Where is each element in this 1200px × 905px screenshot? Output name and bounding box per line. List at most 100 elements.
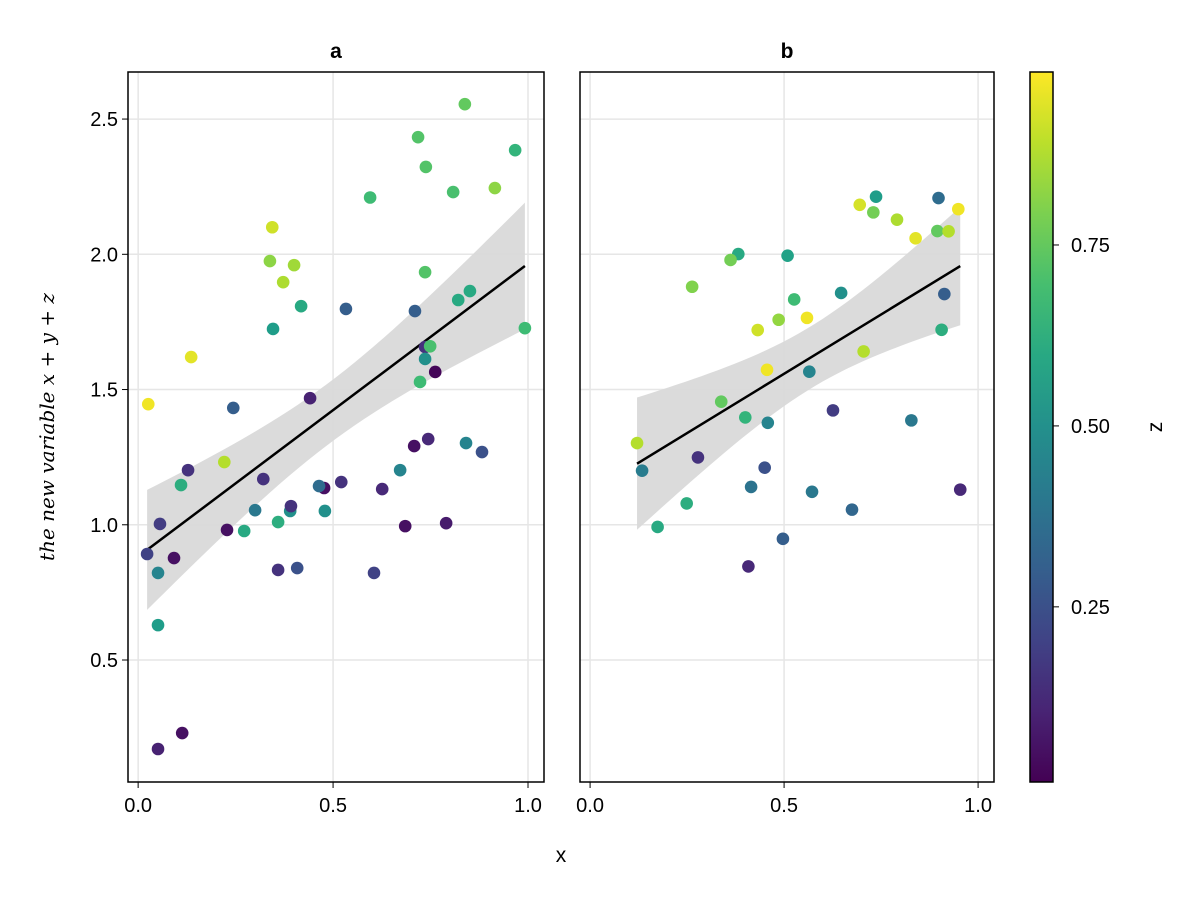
data-point — [805, 485, 819, 499]
y-tick-label: 2.0 — [90, 244, 118, 266]
data-point — [630, 436, 644, 450]
data-point — [845, 503, 859, 516]
data-point — [938, 287, 951, 301]
x-tick-label: 1.0 — [514, 795, 542, 817]
data-point — [953, 483, 967, 496]
data-point — [248, 503, 262, 517]
y-tick-label: 0.5 — [90, 650, 118, 672]
data-point — [905, 414, 918, 427]
data-point — [419, 160, 433, 174]
data-point — [408, 304, 422, 318]
data-point — [458, 97, 472, 111]
data-point — [423, 339, 437, 353]
data-point — [758, 461, 771, 475]
y-tick-label: 1.5 — [90, 380, 118, 402]
data-point — [935, 323, 948, 337]
regression-line — [146, 264, 526, 551]
data-point — [167, 551, 181, 565]
data-point — [265, 220, 279, 234]
axes-frame — [127, 71, 545, 783]
data-point — [407, 439, 421, 453]
data-point — [284, 499, 298, 513]
data-point — [294, 299, 308, 313]
data-point — [635, 464, 649, 477]
colorbar-tick-label: 0.75 — [1071, 235, 1110, 257]
data-point — [266, 322, 280, 336]
data-point — [411, 130, 425, 144]
data-point — [744, 480, 758, 494]
data-point — [685, 280, 699, 294]
data-point — [751, 323, 765, 337]
data-point — [772, 313, 785, 327]
x-tick-label: 0.0 — [576, 795, 604, 817]
data-point — [339, 302, 353, 316]
data-point — [184, 350, 198, 364]
data-point — [393, 463, 407, 477]
x-tick-label: 1.0 — [964, 795, 992, 817]
data-point — [418, 352, 432, 366]
data-point — [141, 397, 155, 411]
data-point — [651, 520, 664, 534]
data-point — [463, 284, 477, 298]
panel-a: 0.0 0.5 1.0 0.5 1.0 1.5 2.0 2.5 — [90, 71, 545, 817]
data-point — [290, 561, 304, 575]
confidence-band — [147, 202, 525, 610]
data-point — [834, 286, 848, 300]
data-point — [276, 275, 290, 289]
data-point — [475, 445, 489, 459]
data-point — [680, 497, 694, 510]
confidence-band — [637, 207, 961, 530]
data-point — [890, 213, 904, 226]
colorbar-tick-label: 0.25 — [1071, 597, 1110, 619]
data-point — [151, 742, 165, 756]
data-point — [428, 365, 442, 379]
data-point — [439, 516, 453, 530]
data-point — [151, 618, 165, 632]
data-point — [714, 395, 728, 409]
data-point — [256, 472, 270, 486]
data-point — [151, 566, 165, 580]
data-point — [787, 293, 801, 306]
data-point — [508, 143, 522, 157]
panel-b-title: b — [781, 40, 794, 63]
colorbar-tick-label: 0.50 — [1071, 416, 1110, 438]
data-point — [271, 563, 285, 577]
x-tick-label: 0.5 — [770, 795, 798, 817]
data-point — [518, 321, 532, 335]
data-point — [853, 198, 867, 212]
data-point — [931, 224, 944, 238]
data-point — [271, 515, 285, 529]
data-point — [421, 432, 435, 446]
data-point — [263, 254, 277, 268]
data-point — [459, 436, 473, 450]
panel-b: 0.0 0.5 1.0 — [576, 71, 995, 817]
data-point — [287, 258, 301, 272]
data-point — [312, 479, 326, 493]
panel-a-title: a — [330, 40, 342, 63]
data-point — [334, 475, 348, 489]
data-point — [724, 253, 737, 267]
axes-frame — [579, 71, 995, 783]
data-point — [776, 532, 790, 546]
data-point — [220, 523, 234, 537]
data-point — [803, 365, 816, 378]
x-axis-label: x — [556, 844, 567, 867]
data-point — [952, 202, 965, 216]
data-point — [446, 185, 460, 199]
data-point — [418, 265, 432, 279]
data-point — [318, 504, 332, 518]
x-tick-label: 0.0 — [124, 795, 152, 817]
data-point — [175, 726, 189, 740]
data-point — [237, 524, 251, 538]
data-point — [217, 455, 231, 469]
y-tick-label: 1.0 — [90, 515, 118, 537]
data-point — [226, 401, 240, 415]
data-point — [303, 391, 317, 405]
y-tick-label: 2.5 — [90, 109, 118, 131]
data-point — [781, 249, 794, 262]
data-point — [869, 190, 883, 203]
data-point — [174, 478, 188, 492]
data-point — [367, 566, 381, 580]
data-point — [826, 404, 840, 417]
